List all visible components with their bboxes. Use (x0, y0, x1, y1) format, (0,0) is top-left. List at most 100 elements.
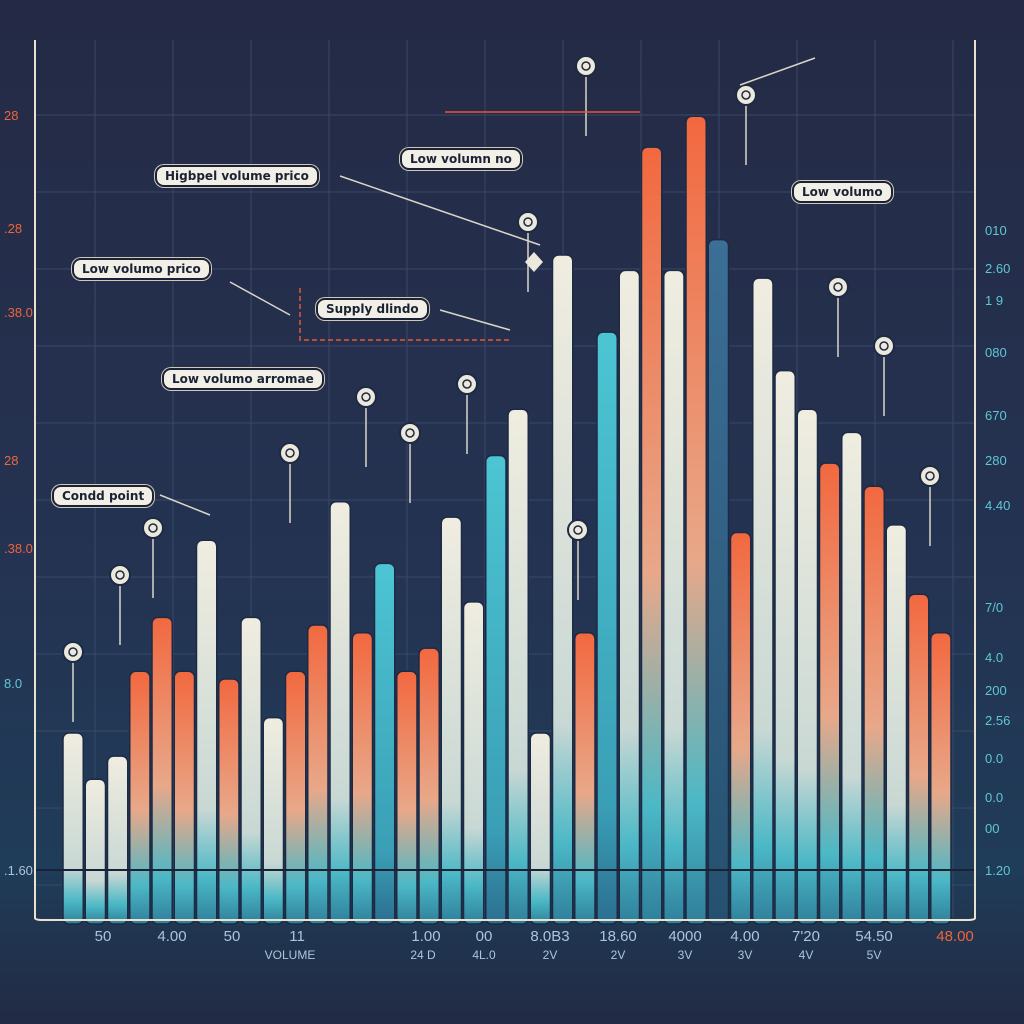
target-icon (456, 373, 478, 395)
axis-tick-label: 24 D (410, 948, 436, 962)
bar (151, 616, 173, 925)
target-icon (735, 84, 757, 106)
bar (240, 616, 262, 925)
annotation-label: Low volumn no (400, 148, 522, 170)
target-icon (873, 335, 895, 357)
target-icon (575, 55, 597, 77)
bar (62, 732, 84, 925)
target-icon (62, 641, 84, 663)
bar (418, 647, 440, 925)
annotation-label: Condd point (52, 485, 155, 507)
axis-tick-label: 0.0 (985, 790, 1004, 805)
axis-tick-label: 4.00 (157, 928, 187, 945)
diamond-icon (525, 252, 543, 272)
annotation-label: Supply dlindo (316, 298, 429, 320)
bar (663, 269, 685, 925)
bar (729, 531, 752, 925)
axis-tick-label: 3V (737, 948, 753, 962)
target-icon-inner (405, 428, 415, 438)
bar (618, 269, 641, 925)
axis-tick-label: 2.60 (985, 261, 1011, 276)
bar (574, 632, 596, 925)
axis-tick-label: 7'20 (792, 928, 820, 945)
leader-line (339, 175, 541, 246)
target-icon-inner (115, 570, 125, 580)
axis-tick-label: 4.0 (985, 650, 1004, 665)
axis-tick-label: 00 (475, 928, 493, 945)
axis-tick-label: 11 (289, 928, 305, 945)
axis-tick-label: 48.00 (936, 928, 974, 945)
target-icon (109, 564, 131, 586)
bar (774, 369, 796, 925)
bar (596, 331, 618, 925)
target-icon-inner (462, 379, 472, 389)
x-axis (34, 40, 976, 921)
axis-tick-label: 8.0B3 (530, 928, 570, 945)
leader-line (159, 494, 211, 516)
axis-tick-label: 5V (866, 948, 882, 962)
bars (62, 115, 952, 925)
axis-tick-label: 4.00 (730, 928, 760, 945)
bar (907, 593, 930, 925)
bar (930, 632, 952, 925)
bar (841, 431, 863, 925)
leader-line (739, 57, 816, 86)
bar (640, 146, 663, 925)
axis-tick-label: 2V (610, 948, 626, 962)
bar (84, 778, 107, 925)
bar (685, 115, 707, 925)
bar (440, 516, 463, 925)
axis-tick-label: 18.60 (599, 928, 637, 945)
bar (351, 632, 374, 925)
bar (752, 277, 774, 925)
target-icon-inner (285, 448, 295, 458)
axis-tick-label: 1.20 (985, 863, 1011, 878)
axis-tick-label: 1 9 (985, 293, 1004, 308)
axis-tick-label: 8.0 (4, 676, 23, 691)
axis-tick-label: 4V (798, 948, 814, 962)
axis-tick-label: 2V (542, 948, 558, 962)
bar (507, 408, 529, 925)
axis-tick-label: 4L.0 (472, 948, 496, 962)
annotation-label: Low volumo prico (72, 258, 211, 280)
axis-tick-label: 28 (4, 453, 19, 468)
target-icon-inner (741, 90, 751, 100)
target-icon (142, 517, 164, 539)
bar (195, 539, 218, 925)
target-icon (919, 465, 941, 487)
axis-tick-label: 4.40 (985, 498, 1011, 513)
dashed-box (299, 288, 510, 341)
axis-tick-label: 54.50 (855, 928, 893, 945)
bar (129, 670, 151, 925)
target-icon (355, 386, 377, 408)
bar (262, 716, 285, 925)
target-icon-inner (361, 392, 371, 402)
target-icon-inner (879, 341, 889, 351)
bar (462, 601, 485, 925)
bar (551, 254, 574, 925)
bar (863, 485, 885, 925)
axis-tick-label: 3V (677, 948, 693, 962)
axes (34, 40, 976, 921)
axis-tick-label: 28 (4, 108, 19, 123)
axis-tick-label: 0.0 (985, 751, 1004, 766)
target-icon (399, 422, 421, 444)
bar (818, 462, 841, 925)
target-icon-inner (68, 647, 78, 657)
axis-tick-label: 1.00 (411, 928, 441, 945)
bar (218, 678, 240, 925)
axis-tick-label: .28 (4, 221, 23, 236)
axis-tick-label: .1.60 (4, 863, 33, 878)
target-icon (827, 276, 849, 298)
bar (396, 670, 418, 925)
target-icon (517, 211, 539, 233)
bar (796, 408, 819, 925)
target-icon-inner (523, 217, 533, 227)
axis-tick-label: 280 (985, 453, 1007, 468)
axis-tick-label: 2.56 (985, 713, 1011, 728)
axis-tick-label: 7/0 (985, 600, 1004, 615)
bar (885, 524, 908, 925)
leader-line (439, 309, 511, 331)
target-icon (279, 442, 301, 464)
